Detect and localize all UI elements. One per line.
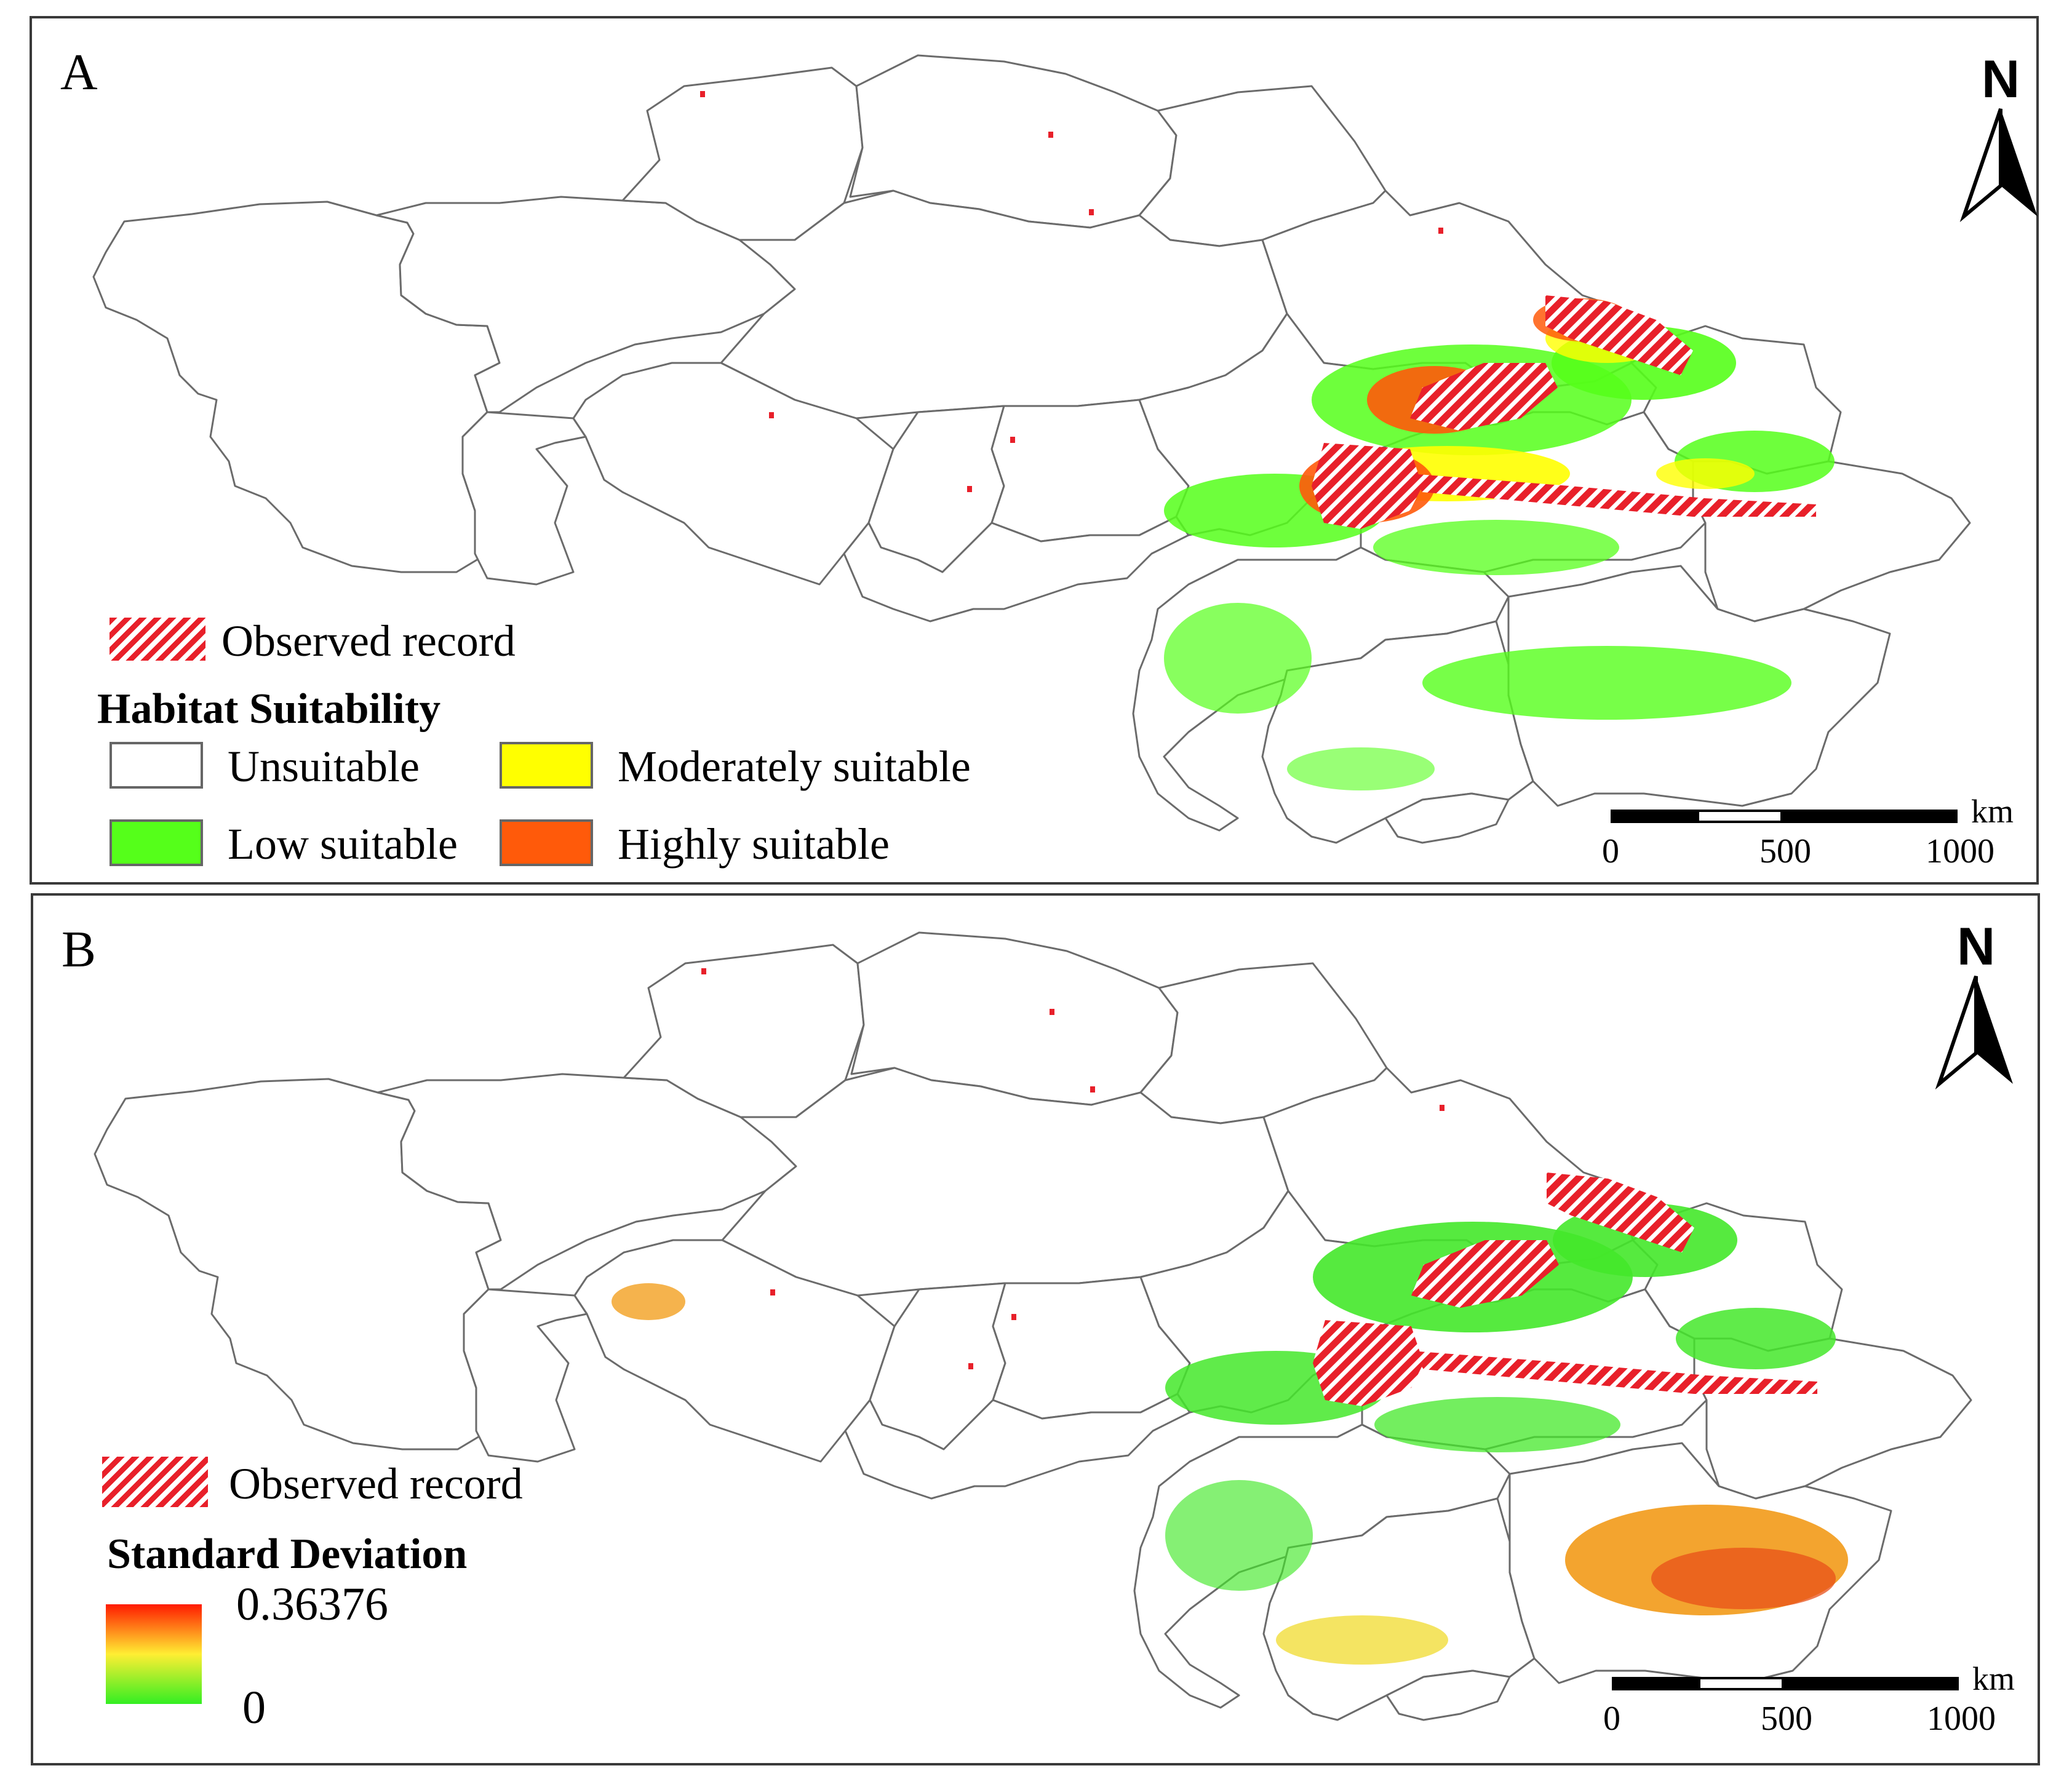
scale-tick-label: 500 [1761,1700,1812,1738]
scale-segment [1612,1677,1698,1690]
low-suitable-area [1422,646,1791,720]
observed-record-point [1048,132,1053,138]
scale-segment [1697,810,1783,823]
highly-suitable-label: Highly suitable [618,819,890,869]
moderately-suitable-label: Moderately suitable [618,742,971,791]
observed-record-point [1089,209,1094,215]
north-arrow-icon [1935,976,2013,1090]
moderately-suitable-area [1656,458,1755,489]
north-letter: N [1981,50,2020,109]
observed-record-area [1547,1172,1694,1252]
observed-record-point [769,412,774,418]
scale-tick-label: 1000 [1927,1700,1996,1738]
observed-record-point [1010,437,1015,443]
scale-segment [1783,810,1958,823]
region-caspian-south [461,411,587,586]
panel-a: A N Observed record Habitat Suitability … [30,16,2039,885]
low-suitable-swatch [110,819,203,866]
scale-segment [1698,1677,1784,1690]
region-xj-small-south [1384,792,1510,844]
scale-tick-label: 500 [1759,832,1811,870]
legend-title: Habitat Suitability [97,685,441,733]
low-suitable-area [1287,747,1435,790]
observed-record-area [1411,1351,1817,1394]
low-deviation-area [1676,1308,1836,1369]
observed-record-point [1090,1086,1095,1092]
observed-record-area [1410,474,1816,517]
suitability-raster [700,91,1835,790]
panel-label: B [62,921,97,978]
gradient-min-label: 0 [242,1682,266,1733]
observed-record-point [1438,228,1443,234]
observed-record-point [770,1289,775,1295]
observed-record-point [1011,1314,1016,1320]
low-suitable-area [1164,603,1312,714]
observed-record-area [1312,443,1422,529]
mid-deviation-area [1276,1615,1448,1665]
low-deviation-area [1165,1480,1313,1591]
low-suitable-area [1373,520,1619,575]
gradient-max-label: 0.36376 [236,1578,388,1630]
north-arrow-icon [1959,108,2038,223]
region-caspian-south [463,1288,588,1463]
low-suitable-label: Low suitable [228,819,458,869]
observed-record-point [701,968,706,974]
scale-segment [1611,810,1697,823]
observed-record-point [968,1363,973,1369]
observed-record-swatch [110,618,205,661]
observed-record-area [1411,1240,1559,1308]
observed-record-label: Observed record [221,616,516,666]
scale-unit: km [1971,793,2014,830]
deviation-gradient-ramp [106,1604,202,1704]
standard-deviation-map [94,931,1972,1721]
highly-suitable-swatch [500,819,593,866]
legend-title: Standard Deviation [107,1530,468,1578]
observed-record-area [1545,295,1693,375]
mid-deviation-area [612,1283,685,1320]
scale-tick-label: 0 [1602,832,1619,870]
observed-record-area [1410,363,1558,431]
unsuitable-label: Unsuitable [228,742,420,791]
scale-unit: km [1972,1660,2015,1697]
observed-record-swatch [102,1457,208,1507]
region-xj-small-south [1385,1670,1511,1721]
panel-label: A [60,44,98,101]
north-arrow: N [1933,920,2019,1093]
habitat-suitability-map [92,54,1971,844]
observed-record-area [1313,1320,1424,1406]
north-letter: N [1956,917,1996,976]
north-arrow: N [1958,53,2044,226]
scale-tick-label: 0 [1603,1700,1620,1738]
low-deviation-area [1374,1397,1620,1452]
scale-segment [1784,1677,1959,1690]
observed-record-point [1050,1009,1054,1015]
observed-record-point [1440,1105,1444,1111]
observed-record-point [700,91,705,97]
scale-tick-label: 1000 [1926,832,1994,870]
deviation-raster [612,968,1848,1665]
unsuitable-swatch [110,742,203,789]
high-deviation-area [1651,1548,1836,1609]
moderately-suitable-swatch [500,742,593,789]
panel-b: B N Observed record Standard Deviation 0… [31,893,2040,1765]
observed-record-point [967,486,972,492]
observed-record-label: Observed record [229,1459,523,1508]
